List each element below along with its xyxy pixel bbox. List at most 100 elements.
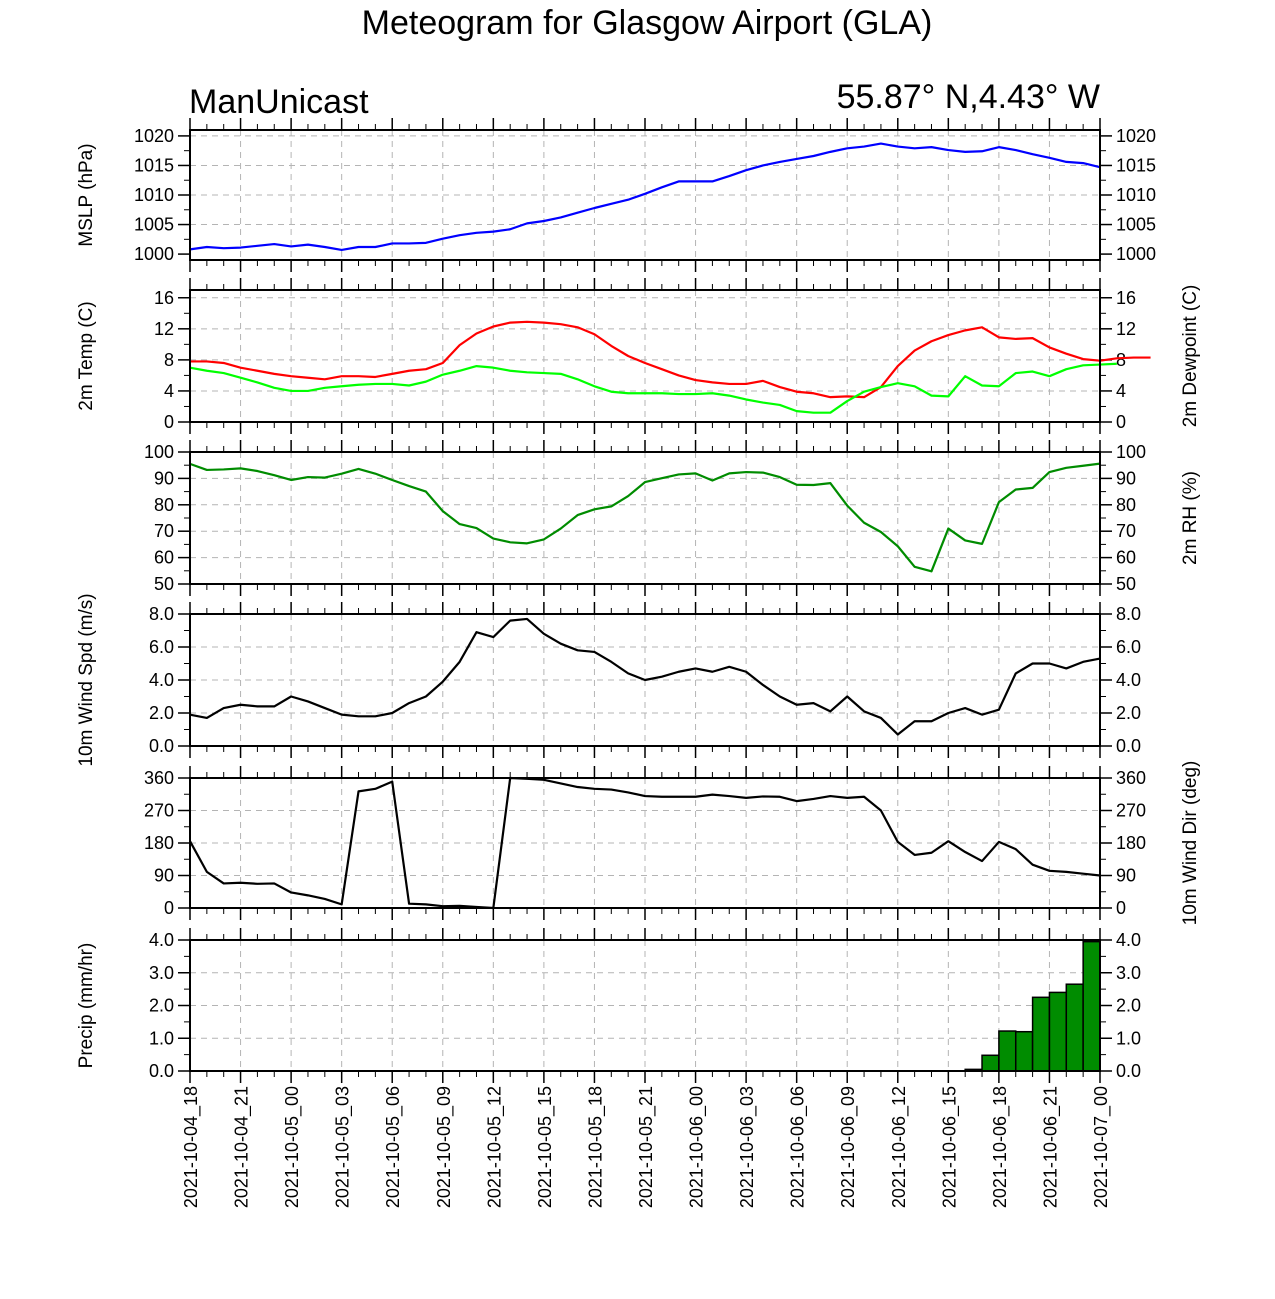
y-tick-label-right: 1010 [1116, 185, 1156, 205]
precip-bar [981, 1054, 1000, 1072]
y-tick-label: 4 [164, 381, 174, 401]
y-tick-label: 4.0 [149, 670, 174, 690]
panel-frame [189, 289, 1101, 423]
y-tick-label-right: 3.0 [1116, 963, 1141, 983]
y-tick-label: 90 [154, 866, 174, 886]
y-tick-label: 8.0 [149, 604, 174, 624]
y-axis-label-right: 10m Wind Dir (deg) [1180, 761, 1201, 926]
panel-rh: 50 50 60 60 70 70 80 80 90 90 100 100 2m RH (%) [144, 440, 1201, 596]
y-tick-label-right: 8 [1116, 350, 1126, 370]
panel-frame [189, 129, 1101, 261]
panel-temp: 0 0 4 4 8 8 12 12 16 16 2m Temp (C) 2m Dewpoint (C) [76, 278, 1201, 434]
y-tick-label: 100 [144, 442, 174, 462]
y-tick-label: 0.0 [149, 1061, 174, 1081]
y-tick-label: 1010 [134, 185, 174, 205]
y-tick-label-right: 60 [1116, 548, 1136, 568]
y-tick-label-right: 4 [1116, 381, 1126, 401]
x-tick-label: 2021-10-06_21 [1040, 1086, 1061, 1208]
x-tick-label: 2021-10-06_06 [788, 1086, 809, 1208]
x-tick-label: 2021-10-05_18 [585, 1086, 606, 1208]
y-tick-label-right: 90 [1116, 468, 1136, 488]
x-tick-label: 2021-10-04_18 [181, 1086, 202, 1208]
x-tick-label: 2021-10-05_06 [383, 1086, 404, 1208]
y-tick-label: 3.0 [149, 963, 174, 983]
y-tick-label-right: 270 [1116, 801, 1146, 821]
x-tick-label: 2021-10-05_09 [434, 1086, 455, 1208]
y-tick-label: 1000 [134, 244, 174, 264]
y-axis-label: 2m Temp (C) [76, 301, 97, 410]
y-tick-label-right: 360 [1116, 768, 1146, 788]
y-tick-label: 1015 [134, 155, 174, 175]
precip-bar [1048, 991, 1068, 1072]
y-tick-label-right: 0 [1116, 412, 1126, 432]
y-tick-label: 4.0 [149, 930, 174, 950]
panel-frame [189, 613, 1101, 747]
x-tick-label: 2021-10-07_00 [1091, 1086, 1112, 1208]
x-tick-label: 2021-10-04_21 [232, 1086, 253, 1208]
x-tick-label: 2021-10-06_12 [889, 1086, 910, 1208]
x-tick-label: 2021-10-06_00 [687, 1086, 708, 1208]
y-tick-label-right: 0.0 [1116, 1061, 1141, 1081]
y-tick-label: 90 [154, 468, 174, 488]
y-tick-label-right: 70 [1116, 521, 1136, 541]
y-tick-label-right: 4.0 [1116, 670, 1141, 690]
precip-bar [1014, 1030, 1034, 1072]
x-tick-label: 2021-10-06_03 [737, 1086, 758, 1208]
panel-frame [189, 451, 1101, 585]
panel-frame [189, 939, 1101, 1072]
panel-wdir: 0 0 90 90 180 180 270 270 360 360 10m Wind Dir (de… [144, 761, 1201, 926]
y-tick-label-right: 1005 [1116, 215, 1156, 235]
chart-title: Meteogram for Glasgow Airport (GLA) [362, 4, 933, 42]
y-tick-label-right: 8.0 [1116, 604, 1141, 624]
y-tick-label-right: 0 [1116, 898, 1126, 918]
y-tick-label-right: 4.0 [1116, 930, 1141, 950]
y-tick-label: 1.0 [149, 1028, 174, 1048]
panel-wspd: 0.0 0.0 2.0 2.0 4.0 4.0 6.0 6.0 8.0 8.0 10m Wind S… [76, 593, 1141, 766]
y-tick-label-right: 6.0 [1116, 637, 1141, 657]
y-tick-label: 50 [154, 574, 174, 594]
y-tick-label-right: 1000 [1116, 244, 1156, 264]
y-tick-label-right: 16 [1116, 288, 1136, 308]
y-axis-label: MSLP (hPa) [76, 143, 97, 246]
y-tick-label-right: 12 [1116, 319, 1136, 339]
y-tick-label: 16 [154, 288, 174, 308]
y-axis-label-right: 2m Dewpoint (C) [1180, 285, 1201, 428]
y-tick-label: 270 [144, 801, 174, 821]
x-tick-label: 2021-10-05_00 [282, 1086, 303, 1208]
y-axis-label: 10m Wind Spd (m/s) [76, 593, 97, 766]
y-axis-label-right: 2m RH (%) [1180, 471, 1201, 565]
y-tick-label-right: 1.0 [1116, 1028, 1141, 1048]
y-tick-label-right: 2.0 [1116, 996, 1141, 1016]
y-tick-label: 8 [164, 350, 174, 370]
y-tick-label: 80 [154, 495, 174, 515]
y-tick-label-right: 0.0 [1116, 736, 1141, 756]
precip-bar [1031, 996, 1051, 1072]
panel-frame [189, 777, 1101, 909]
y-tick-label-right: 180 [1116, 833, 1146, 853]
y-tick-label: 12 [154, 319, 174, 339]
y-axis-label: Precip (mm/hr) [76, 943, 97, 1069]
y-tick-label: 0 [164, 898, 174, 918]
y-tick-label: 2.0 [149, 996, 174, 1016]
precip-bar [998, 1030, 1017, 1072]
x-tick-label: 2021-10-05_12 [484, 1086, 505, 1208]
y-tick-label: 70 [154, 521, 174, 541]
y-tick-label: 6.0 [149, 637, 174, 657]
y-tick-label-right: 1020 [1116, 126, 1156, 146]
x-tick-label: 2021-10-06_15 [939, 1086, 960, 1208]
y-tick-label: 0 [164, 412, 174, 432]
precip-bar [1082, 940, 1101, 1072]
y-tick-label-right: 100 [1116, 442, 1146, 462]
panel-mslp: 1000 1000 1005 1005 1010 1010 1015 1015 1020 1020… [76, 118, 1156, 272]
x-tick-label: 2021-10-05_15 [535, 1086, 556, 1208]
precip-bar [1065, 983, 1084, 1072]
y-tick-label-right: 1015 [1116, 155, 1156, 175]
y-tick-label: 360 [144, 768, 174, 788]
location-label: 55.87° N,4.43° W [837, 78, 1100, 116]
y-tick-label: 2.0 [149, 703, 174, 723]
model-label: ManUnicast [189, 83, 369, 121]
y-tick-label-right: 2.0 [1116, 703, 1141, 723]
y-tick-label: 60 [154, 548, 174, 568]
